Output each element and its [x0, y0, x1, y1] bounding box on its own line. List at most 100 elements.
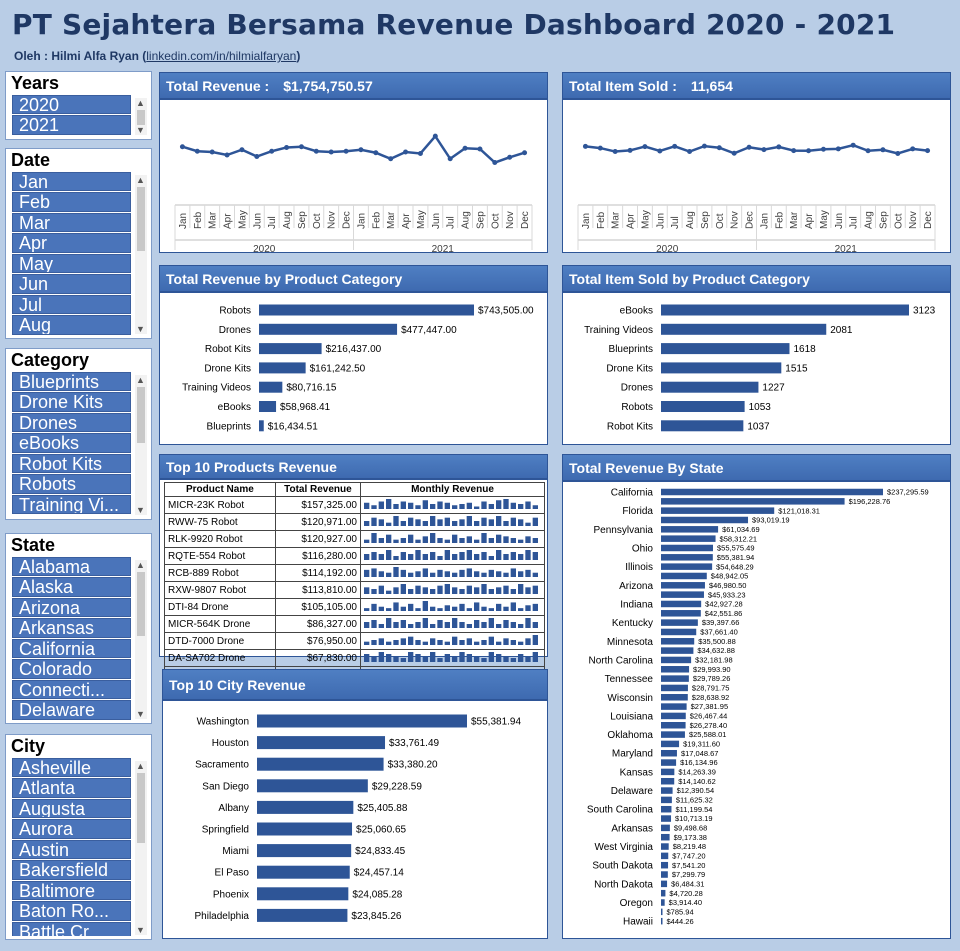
- category-label: Phoenix: [213, 889, 249, 900]
- slicer-item-california[interactable]: California: [12, 638, 131, 659]
- linkedin-link[interactable]: linkedin.com/in/hilmialfaryan: [146, 49, 297, 63]
- table-row: RXW-9807 Robot $113,810.00: [164, 581, 545, 599]
- scroll-thumb[interactable]: [137, 187, 145, 251]
- slicer-item-colorado[interactable]: Colorado: [12, 659, 131, 679]
- x-tick-label: Feb: [193, 211, 204, 229]
- slicer-item-jul[interactable]: Jul: [12, 294, 131, 315]
- bar: [257, 714, 467, 728]
- slicer-state[interactable]: State Alabama Alaska Arizona Arkansas Califor…: [5, 533, 152, 724]
- product-revenue-cell: $120,971.00: [274, 513, 362, 531]
- slicer-item-jun[interactable]: Jun: [12, 274, 131, 294]
- scroll-up-icon[interactable]: ▲: [136, 761, 145, 771]
- slicer-item-jan[interactable]: Jan: [12, 172, 131, 192]
- sparkline-bar: [452, 505, 458, 509]
- bar: [257, 887, 349, 901]
- data-point: [462, 145, 468, 151]
- scroll-thumb[interactable]: [137, 387, 145, 443]
- sparkline-bar: [496, 516, 502, 526]
- slicer-item-baltimore[interactable]: Baltimore: [12, 880, 131, 901]
- category-label: Kansas: [620, 767, 653, 778]
- slicer-scrollbar[interactable]: ▲ ▼: [135, 175, 147, 334]
- scroll-up-icon[interactable]: ▲: [136, 98, 145, 108]
- slicer-item-list: 2020 2021: [12, 95, 131, 136]
- scroll-up-icon[interactable]: ▲: [136, 560, 145, 570]
- scroll-thumb[interactable]: [137, 110, 145, 125]
- slicer-item-austin[interactable]: Austin: [12, 839, 131, 860]
- slicer-date[interactable]: Date Jan Feb Mar Apr May Jun Jul Aug ▲ ▼: [5, 148, 152, 339]
- slicer-item-atlanta[interactable]: Atlanta: [12, 778, 131, 798]
- scroll-thumb[interactable]: [137, 572, 145, 636]
- sparkline-bar: [408, 534, 414, 543]
- slicer-item-2021[interactable]: 2021: [12, 115, 131, 135]
- category-label: South Dakota: [592, 861, 653, 872]
- slicer-item-alaska[interactable]: Alaska: [12, 577, 131, 597]
- sparkline-bar: [503, 620, 509, 628]
- category-label: Wisconsin: [607, 693, 653, 704]
- slicer-item-arkansas[interactable]: Arkansas: [12, 618, 131, 638]
- bar: [661, 554, 713, 561]
- slicer-item-mar[interactable]: Mar: [12, 212, 131, 233]
- sparkline-bar: [422, 521, 428, 526]
- slicer-item-robots[interactable]: Robots: [12, 474, 131, 494]
- data-label: $28,791.75: [692, 684, 730, 693]
- slicer-scrollbar[interactable]: ▲ ▼: [135, 375, 147, 515]
- slicer-item-baton-ro[interactable]: Baton Ro...: [12, 901, 131, 921]
- slicer-item-apr[interactable]: Apr: [12, 233, 131, 253]
- data-label: $161,242.50: [310, 363, 366, 374]
- sparkline-bar: [452, 572, 458, 577]
- slicer-item-drones[interactable]: Drones: [12, 412, 131, 433]
- slicer-item-battle-cr[interactable]: Battle Cr...: [12, 921, 131, 936]
- slicer-item-robot-kits[interactable]: Robot Kits: [12, 453, 131, 474]
- scroll-thumb[interactable]: [137, 773, 145, 843]
- slicer-item-drone-kits[interactable]: Drone Kits: [12, 392, 131, 412]
- slicer-item-may[interactable]: May: [12, 253, 131, 274]
- sparkline-bar: [393, 539, 399, 543]
- scroll-down-icon[interactable]: ▼: [136, 324, 145, 334]
- category-label: Philadelphia: [195, 911, 250, 922]
- slicer-item-aurora[interactable]: Aurora: [12, 819, 131, 839]
- slicer-item-augusta[interactable]: Augusta: [12, 798, 131, 819]
- sparkline-bar: [408, 554, 414, 560]
- scroll-down-icon[interactable]: ▼: [136, 709, 145, 719]
- sparkline-bar: [437, 640, 443, 645]
- sparkline-bar: [408, 572, 414, 577]
- sparkline-bar: [364, 641, 370, 645]
- sparkline-bar: [400, 658, 406, 662]
- slicer-item-aug[interactable]: Aug: [12, 315, 131, 335]
- scroll-down-icon[interactable]: ▼: [136, 125, 145, 135]
- slicer-item-bakersfield[interactable]: Bakersfield: [12, 860, 131, 880]
- sparkline-bar: [481, 501, 487, 509]
- sparkline-bar: [408, 517, 414, 526]
- sparkline-bar: [466, 608, 472, 611]
- scroll-down-icon[interactable]: ▼: [136, 505, 145, 515]
- slicer-category[interactable]: Category Blueprints Drone Kits Drones eBooks…: [5, 348, 152, 520]
- slicer-item-connecti[interactable]: Connecti...: [12, 679, 131, 700]
- slicer-years[interactable]: Years 2020 2021 ▲ ▼: [5, 71, 152, 140]
- sparkline-bar: [408, 603, 414, 611]
- sparkline-bar: [378, 501, 384, 509]
- bar: [661, 703, 687, 710]
- product-revenue-cell: $116,280.00: [274, 547, 362, 565]
- slicer-item-asheville[interactable]: Asheville: [12, 758, 131, 778]
- slicer-scrollbar[interactable]: ▲ ▼: [135, 98, 147, 135]
- slicer-item-arizona[interactable]: Arizona: [12, 597, 131, 618]
- slicer-item-feb[interactable]: Feb: [12, 192, 131, 212]
- slicer-city[interactable]: City Asheville Atlanta Augusta Aurora Austin B…: [5, 734, 152, 940]
- scroll-up-icon[interactable]: ▲: [136, 375, 145, 385]
- slicer-item-blueprints[interactable]: Blueprints: [12, 372, 131, 392]
- slicer-item-2020[interactable]: 2020: [12, 95, 131, 115]
- slicer-item-list: Alabama Alaska Arizona Arkansas California Co…: [12, 557, 131, 720]
- sparkline-bar: [444, 622, 450, 628]
- scroll-up-icon[interactable]: ▲: [136, 175, 145, 185]
- sparkline-bar: [503, 499, 509, 509]
- slicer-scrollbar[interactable]: ▲ ▼: [135, 560, 147, 719]
- sparkline-bar: [378, 624, 384, 628]
- slicer-scrollbar[interactable]: ▲ ▼: [135, 761, 147, 935]
- slicer-item-training-vi[interactable]: Training Vi...: [12, 494, 131, 515]
- sparkline-bar: [481, 533, 487, 543]
- slicer-item-ebooks[interactable]: eBooks: [12, 433, 131, 453]
- slicer-item-delaware[interactable]: Delaware: [12, 700, 131, 720]
- scroll-down-icon[interactable]: ▼: [136, 925, 145, 935]
- sparkline-bar: [386, 499, 392, 509]
- slicer-item-alabama[interactable]: Alabama: [12, 557, 131, 577]
